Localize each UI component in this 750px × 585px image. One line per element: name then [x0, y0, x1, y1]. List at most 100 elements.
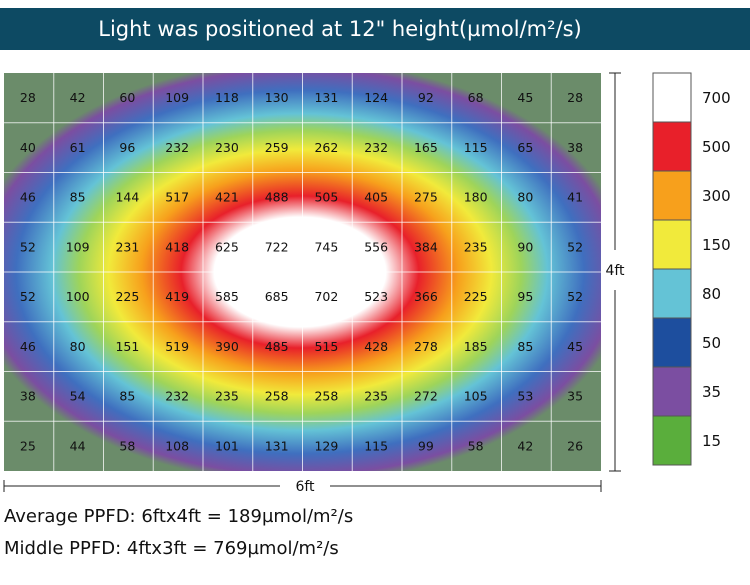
heatmap-cell-value: 625: [215, 239, 239, 254]
legend-label: 50: [702, 334, 721, 352]
heatmap-cell-value: 80: [70, 339, 86, 354]
heatmap-cell-value: 28: [567, 90, 583, 105]
heatmap-cell-value: 405: [364, 190, 388, 205]
heatmap-cell-value: 115: [464, 140, 488, 155]
heatmap-cell-value: 131: [314, 90, 338, 105]
heatmap-cell-value: 101: [215, 438, 239, 453]
heatmap-cell-value: 272: [414, 389, 438, 404]
heatmap-cell-value: 41: [567, 190, 583, 205]
heatmap-cell-value: 685: [265, 289, 289, 304]
heatmap-cell-value: 231: [115, 239, 139, 254]
heatmap-cell-value: 519: [165, 339, 189, 354]
heatmap-cell-value: 165: [414, 140, 438, 155]
heatmap-cell-value: 105: [464, 389, 488, 404]
middle-ppfd-note: Middle PPFD: 4ftx3ft = 769µmol/m²/s: [4, 538, 339, 559]
heatmap-cell-value: 258: [314, 389, 338, 404]
heatmap-cell-value: 384: [414, 239, 438, 254]
heatmap-cell-value: 225: [115, 289, 139, 304]
legend-swatch: [652, 72, 692, 123]
y-axis-label: 4ft: [605, 263, 625, 279]
heatmap-cell-value: 68: [468, 90, 484, 105]
heatmap-cell-value: 232: [165, 389, 189, 404]
heatmap-cell-value: 26: [567, 438, 583, 453]
heatmap-cell-value: 235: [215, 389, 239, 404]
heatmap-cell-value: 428: [364, 339, 388, 354]
heatmap-cell-value: 115: [364, 438, 388, 453]
heatmap-cell-value: 90: [517, 239, 533, 254]
legend-label: 300: [702, 187, 731, 205]
heatmap-cell-value: 745: [314, 239, 338, 254]
heatmap-values: 28 42 60 109 118 130 131 124 92 68 45 28 40 61 96 232 23…: [20, 90, 583, 453]
heatmap-cell-value: 488: [265, 190, 289, 205]
heatmap-cell-value: 421: [215, 190, 239, 205]
heatmap-cell-value: 722: [265, 239, 289, 254]
heatmap-cell-value: 46: [20, 339, 36, 354]
heatmap-cell-value: 52: [567, 289, 583, 304]
legend-swatch: [652, 317, 692, 368]
heatmap-cell-value: 235: [364, 389, 388, 404]
heatmap-cell-value: 124: [364, 90, 388, 105]
heatmap-cell-value: 131: [265, 438, 289, 453]
heatmap-cell-value: 517: [165, 190, 189, 205]
heatmap-cell-value: 52: [20, 239, 36, 254]
title-bar: Light was positioned at 12" height(µmol/…: [0, 8, 750, 50]
heatmap-cell-value: 80: [517, 190, 533, 205]
legend-swatch: [652, 121, 692, 172]
legend-swatch: [652, 219, 692, 270]
heatmap-cell-value: 38: [567, 140, 583, 155]
heatmap-cell-value: 262: [314, 140, 338, 155]
heatmap-cell-value: 118: [215, 90, 239, 105]
heatmap-cell-value: 60: [119, 90, 135, 105]
heatmap-cell-value: 58: [468, 438, 484, 453]
heatmap-cell-value: 702: [314, 289, 338, 304]
heatmap-cell-value: 258: [265, 389, 289, 404]
heatmap-cell-value: 235: [464, 239, 488, 254]
heatmap-cell-value: 390: [215, 339, 239, 354]
heatmap-cell-value: 230: [215, 140, 239, 155]
heatmap-cell-value: 28: [20, 90, 36, 105]
heatmap-cell-value: 505: [314, 190, 338, 205]
heatmap-cell-value: 42: [70, 90, 86, 105]
heatmap-cell-value: 180: [464, 190, 488, 205]
heatmap-cell-value: 40: [20, 140, 36, 155]
heatmap-cell-value: 38: [20, 389, 36, 404]
heatmap-cell-value: 151: [115, 339, 139, 354]
heatmap-cell-value: 556: [364, 239, 388, 254]
heatmap-cell-value: 61: [70, 140, 86, 155]
heatmap-cell-value: 85: [119, 389, 135, 404]
heatmap-cell-value: 52: [20, 289, 36, 304]
heatmap-cell-value: 85: [70, 190, 86, 205]
heatmap-cell-value: 585: [215, 289, 239, 304]
heatmap-cell-value: 418: [165, 239, 189, 254]
heatmap-cell-value: 54: [70, 389, 86, 404]
heatmap-cell-value: 85: [517, 339, 533, 354]
legend-label: 35: [702, 383, 721, 401]
heatmap-cell-value: 144: [115, 190, 139, 205]
heatmap-cell-value: 185: [464, 339, 488, 354]
legend-swatch: [652, 170, 692, 221]
heatmap-cell-value: 232: [364, 140, 388, 155]
heatmap-cell-value: 129: [314, 438, 338, 453]
heatmap-cell-value: 225: [464, 289, 488, 304]
heatmap-cell-value: 275: [414, 190, 438, 205]
legend-label: 80: [702, 285, 721, 303]
heatmap-cell-value: 45: [517, 90, 533, 105]
heatmap-cell-value: 259: [265, 140, 289, 155]
heatmap-grid: [4, 73, 601, 471]
heatmap-cell-value: 515: [314, 339, 338, 354]
legend-label: 700: [702, 89, 731, 107]
heatmap-cell-value: 53: [517, 389, 533, 404]
heatmap-cell-value: 278: [414, 339, 438, 354]
legend-label: 15: [702, 432, 721, 450]
heatmap-cell-value: 46: [20, 190, 36, 205]
x-axis-label: 6ft: [295, 479, 315, 495]
heatmap-cell-value: 95: [517, 289, 533, 304]
heatmap-cell-value: 109: [165, 90, 189, 105]
heatmap-cell-value: 419: [165, 289, 189, 304]
width-dimension: 6ft: [3, 479, 602, 495]
chart-title: Light was positioned at 12" height(µmol/…: [98, 17, 582, 41]
heatmap-cell-value: 58: [119, 438, 135, 453]
heatmap-cell-value: 485: [265, 339, 289, 354]
average-ppfd-note: Average PPFD: 6ftx4ft = 189µmol/m²/s: [4, 506, 354, 527]
